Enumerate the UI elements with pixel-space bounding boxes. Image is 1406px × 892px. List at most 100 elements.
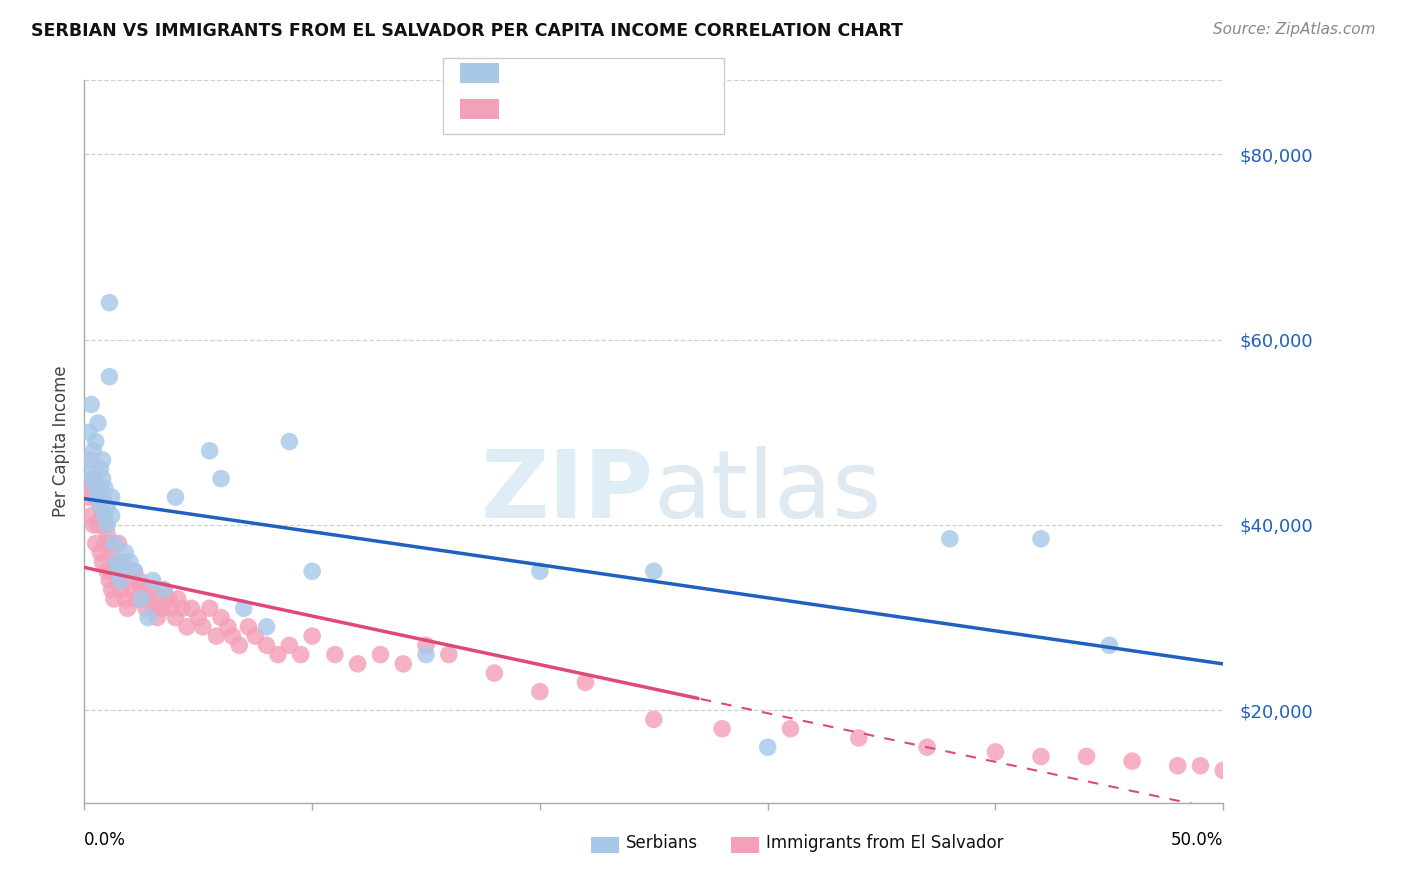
Point	[107, 564, 129, 578]
Point	[205, 629, 228, 643]
Point	[984, 745, 1007, 759]
Point	[1076, 749, 1098, 764]
Point	[117, 601, 139, 615]
Point	[114, 592, 136, 607]
Point	[1098, 638, 1121, 652]
Point	[128, 574, 150, 588]
Point	[529, 684, 551, 698]
Point	[94, 536, 117, 550]
Point	[643, 564, 665, 578]
Point	[110, 574, 132, 588]
Point	[166, 592, 188, 607]
Point	[132, 592, 155, 607]
Point	[1167, 758, 1189, 772]
Point	[232, 601, 254, 615]
Point	[136, 610, 159, 624]
Point	[103, 555, 125, 569]
Point	[98, 369, 121, 384]
Point	[415, 648, 437, 662]
Text: Serbians: Serbians	[626, 834, 697, 852]
Point	[77, 490, 100, 504]
Point	[118, 574, 141, 588]
Point	[124, 564, 146, 578]
Point	[96, 564, 118, 578]
Point	[91, 490, 114, 504]
Point	[150, 601, 173, 615]
Point	[172, 601, 194, 615]
Point	[131, 582, 153, 597]
Text: 50.0%: 50.0%	[1171, 831, 1223, 849]
Point	[142, 574, 165, 588]
Point	[91, 453, 114, 467]
Point	[87, 481, 110, 495]
Point	[143, 601, 166, 615]
Point	[238, 620, 260, 634]
Point	[221, 629, 243, 643]
Point	[77, 425, 100, 440]
Point	[121, 582, 143, 597]
Point	[82, 462, 104, 476]
Point	[114, 546, 136, 560]
Point	[209, 610, 232, 624]
Point	[437, 648, 460, 662]
Point	[103, 592, 125, 607]
Point	[643, 713, 665, 727]
Point	[80, 508, 103, 523]
Point	[100, 490, 122, 504]
Point	[84, 434, 107, 449]
Point	[148, 592, 170, 607]
Point	[124, 564, 146, 578]
Point	[87, 490, 110, 504]
Point	[82, 472, 104, 486]
Point	[105, 564, 128, 578]
Point	[1189, 758, 1212, 772]
Point	[370, 648, 392, 662]
Point	[346, 657, 368, 671]
Point	[100, 546, 122, 560]
Point	[176, 620, 198, 634]
Point	[160, 601, 183, 615]
Point	[915, 740, 938, 755]
Point	[84, 536, 107, 550]
Point	[82, 443, 104, 458]
Text: ZIP: ZIP	[481, 446, 654, 538]
Point	[80, 453, 103, 467]
Point	[165, 490, 187, 504]
Point	[779, 722, 801, 736]
Point	[180, 601, 202, 615]
Point	[209, 472, 232, 486]
Text: R = -0.568   N = 89: R = -0.568 N = 89	[508, 100, 685, 118]
Point	[110, 582, 132, 597]
Point	[187, 610, 209, 624]
Point	[301, 629, 323, 643]
Point	[89, 462, 111, 476]
Point	[76, 453, 98, 467]
Y-axis label: Per Capita Income: Per Capita Income	[52, 366, 70, 517]
Point	[91, 472, 114, 486]
Point	[112, 555, 135, 569]
Point	[96, 500, 118, 514]
Point	[165, 610, 187, 624]
Point	[91, 555, 114, 569]
Point	[256, 620, 278, 634]
Point	[290, 648, 312, 662]
Point	[267, 648, 290, 662]
Point	[278, 434, 301, 449]
Point	[100, 508, 122, 523]
Point	[80, 472, 103, 486]
Point	[153, 582, 176, 597]
Point	[96, 527, 118, 541]
Point	[94, 481, 117, 495]
Point	[228, 638, 250, 652]
Point	[323, 648, 346, 662]
Point	[107, 574, 129, 588]
Point	[256, 638, 278, 652]
Point	[125, 592, 148, 607]
Point	[1212, 764, 1234, 778]
Point	[756, 740, 779, 755]
Point	[135, 601, 157, 615]
Point	[415, 638, 437, 652]
Point	[157, 592, 180, 607]
Text: R = -0.369   N = 49: R = -0.369 N = 49	[508, 64, 685, 82]
Point	[98, 295, 121, 310]
